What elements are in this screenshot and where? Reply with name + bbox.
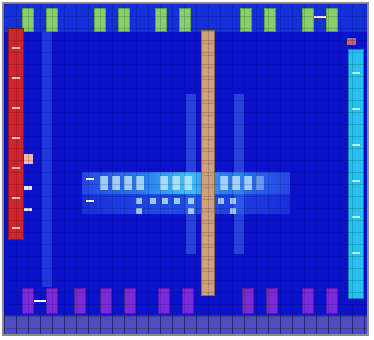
- left-tick: [12, 227, 20, 229]
- board-frame: [2, 2, 369, 336]
- top-pad-6[interactable]: [179, 8, 191, 32]
- top-pad-10[interactable]: [326, 8, 338, 32]
- heat-cell-small: [188, 198, 194, 204]
- top-pad-1[interactable]: [22, 8, 34, 32]
- bottom-pad-1[interactable]: [22, 288, 34, 314]
- faint-column: [42, 32, 52, 287]
- heat-cell: [244, 176, 252, 190]
- top-pad-9[interactable]: [302, 8, 314, 32]
- heat-cell-small: [162, 198, 168, 204]
- right-marker-cell: [347, 38, 356, 45]
- bottom-pad-4[interactable]: [100, 288, 112, 314]
- heat-cell-small: [188, 208, 194, 214]
- left-tick: [12, 137, 20, 139]
- heat-cell-small: [136, 198, 142, 204]
- bottom-pad-3[interactable]: [74, 288, 86, 314]
- bottom-pad-10[interactable]: [302, 288, 314, 314]
- top-pad-4[interactable]: [118, 8, 130, 32]
- top-pad-5[interactable]: [155, 8, 167, 32]
- center-column[interactable]: [201, 30, 215, 296]
- top-pad-2[interactable]: [46, 8, 58, 32]
- heat-cell-small: [136, 208, 142, 214]
- heat-cell: [220, 176, 228, 190]
- heat-cell: [232, 176, 240, 190]
- bottom-pad-11[interactable]: [326, 288, 338, 314]
- left-tick: [12, 47, 20, 49]
- heat-cell-small: [174, 198, 180, 204]
- heat-cell: [112, 176, 120, 190]
- heat-marker: [86, 200, 94, 202]
- heat-cell: [160, 176, 168, 190]
- heat-cell: [100, 176, 108, 190]
- right-tick: [352, 216, 360, 218]
- top-marker: [314, 16, 326, 18]
- left-bright-cell: [24, 154, 33, 164]
- right-tick: [352, 252, 360, 254]
- heat-row-secondary: [82, 194, 290, 214]
- right-tick: [352, 180, 360, 182]
- top-pad-7[interactable]: [240, 8, 252, 32]
- left-mini-cell: [24, 186, 32, 190]
- left-mini-cell: [24, 208, 32, 211]
- bottom-marker: [34, 300, 46, 302]
- heat-cell-small: [230, 208, 236, 214]
- left-tick: [12, 197, 20, 199]
- left-tick: [12, 167, 20, 169]
- heat-cell-small: [218, 198, 224, 204]
- bottom-pad-6[interactable]: [158, 288, 170, 314]
- heat-cell-small: [230, 198, 236, 204]
- top-pad-3[interactable]: [94, 8, 106, 32]
- right-tick: [352, 72, 360, 74]
- left-tick: [12, 77, 20, 79]
- bottom-pad-2[interactable]: [46, 288, 58, 314]
- bottom-pad-5[interactable]: [124, 288, 136, 314]
- bottom-pad-7[interactable]: [182, 288, 194, 314]
- heat-cell: [136, 176, 144, 190]
- right-tick: [352, 144, 360, 146]
- left-tick: [12, 107, 20, 109]
- heat-marker: [86, 178, 94, 180]
- bottom-band: [4, 315, 367, 334]
- heat-cell: [172, 176, 180, 190]
- heat-cell-small: [150, 198, 156, 204]
- bottom-pad-9[interactable]: [266, 288, 278, 314]
- bottom-pad-8[interactable]: [242, 288, 254, 314]
- bottom-band-cells: [4, 316, 367, 334]
- left-strip[interactable]: [8, 28, 24, 240]
- heat-cell: [256, 176, 264, 190]
- right-strip[interactable]: [348, 49, 364, 299]
- top-pad-8[interactable]: [264, 8, 276, 32]
- heat-cell: [124, 176, 132, 190]
- right-tick: [352, 108, 360, 110]
- heat-cell: [184, 176, 192, 190]
